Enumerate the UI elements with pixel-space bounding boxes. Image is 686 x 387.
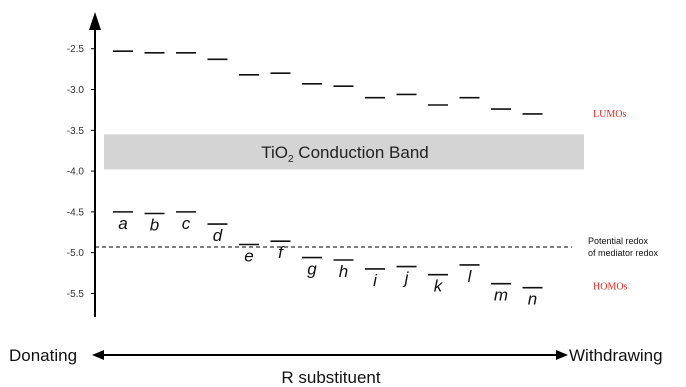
conduction-band xyxy=(104,134,584,170)
y-tick-label: -5.5 xyxy=(67,289,85,300)
level-label-j: j xyxy=(403,269,410,288)
y-tick-label: -3.0 xyxy=(67,85,85,96)
donating-label: Donating xyxy=(9,346,77,365)
level-label-a: a xyxy=(118,214,127,233)
x-axis-title: R substituent xyxy=(281,368,380,387)
x-axis-left-arrowhead xyxy=(92,350,104,360)
mediator-label-line2: of mediator redox xyxy=(588,248,659,258)
homo-levels: a b c d e f g h i j k l m n xyxy=(113,211,543,309)
level-label-c: c xyxy=(182,214,191,233)
y-tick-label: -4.5 xyxy=(67,207,85,218)
level-label-k: k xyxy=(434,277,444,296)
withdrawing-label: Withdrawing xyxy=(569,346,663,365)
x-axis-right-arrowhead xyxy=(556,350,568,360)
y-tick-label: -3.5 xyxy=(67,126,85,137)
band-label-main: TiO xyxy=(261,143,288,162)
level-label-b: b xyxy=(150,216,159,235)
level-label-m: m xyxy=(494,286,508,305)
level-label-f: f xyxy=(278,243,285,262)
level-label-i: i xyxy=(373,271,378,290)
y-axis-arrowhead xyxy=(89,12,101,30)
lumo-label: LUMOs xyxy=(593,109,626,120)
mediator-label-line1: Potential redox xyxy=(588,236,649,246)
y-tick-label: -4.0 xyxy=(67,167,85,178)
level-label-l: l xyxy=(468,267,473,286)
band-label-rest: Conduction Band xyxy=(294,143,429,162)
level-label-g: g xyxy=(307,260,317,279)
y-tick-label: -5.0 xyxy=(67,248,85,259)
level-label-h: h xyxy=(339,262,348,281)
homo-label: HOMOs xyxy=(593,282,628,293)
level-label-n: n xyxy=(528,290,537,309)
lumo-levels xyxy=(113,50,543,115)
conduction-band-label: TiO2 Conduction Band xyxy=(261,143,428,165)
level-label-e: e xyxy=(244,247,253,266)
band-label-subscript: 2 xyxy=(288,154,294,165)
y-axis-ticks: -2.5 -3.0 -3.5 -4.0 -4.5 -5.0 -5.5 xyxy=(67,44,95,300)
y-tick-label: -2.5 xyxy=(67,44,85,55)
level-label-d: d xyxy=(213,226,223,245)
